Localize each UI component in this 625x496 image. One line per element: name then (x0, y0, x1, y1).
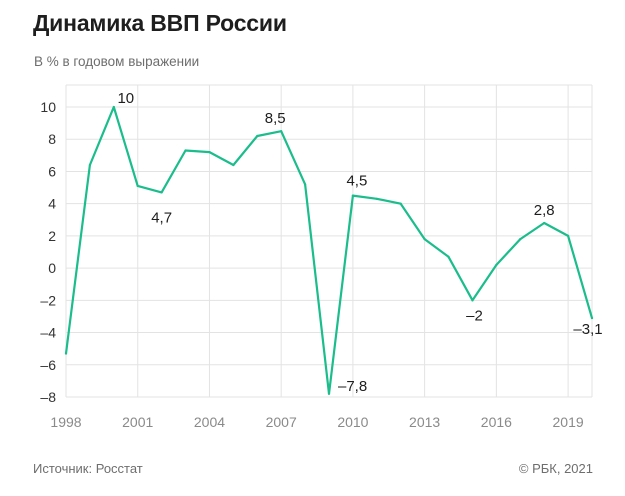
chart-subtitle: В % в годовом выражении (34, 54, 200, 69)
gdp-series-line (64, 105, 594, 395)
data-point (590, 316, 594, 320)
data-point (566, 234, 570, 237)
data-label: 4,7 (151, 209, 172, 226)
data-label: 10 (117, 90, 134, 107)
data-label: 2,8 (534, 202, 555, 219)
y-tick-label: –2 (40, 292, 56, 308)
data-label: 4,5 (346, 173, 367, 190)
data-point (471, 299, 474, 302)
y-tick-label: –6 (40, 357, 56, 373)
source-note: Источник: Росстат (33, 461, 143, 476)
x-tick-label: 2016 (481, 414, 512, 430)
data-point (423, 238, 426, 241)
data-point (495, 263, 498, 266)
data-point (351, 194, 355, 197)
y-tick-label: 4 (48, 196, 56, 212)
x-tick-label: 2019 (553, 414, 584, 430)
data-point (184, 149, 187, 152)
y-tick-label: 10 (40, 99, 56, 115)
data-point (64, 352, 68, 355)
data-point (327, 392, 331, 395)
gdp-line-chart: 10 8 6 4 2 0 –2 –4 –6 –8 1998 2001 2004 2007 2010 2013 2… (40, 84, 603, 430)
data-point (303, 183, 307, 186)
data-point (519, 238, 522, 241)
copyright-note: © РБК, 2021 (518, 461, 593, 476)
data-point (447, 255, 450, 258)
y-tick-label: 8 (48, 131, 56, 147)
x-tick-label: 2010 (337, 414, 368, 430)
x-tick-label: 2004 (194, 414, 225, 430)
data-point (232, 163, 235, 167)
x-tick-label: 2013 (409, 414, 440, 430)
data-label: –3,1 (573, 321, 602, 338)
data-point (136, 184, 139, 188)
x-tick-label: 1998 (50, 414, 81, 430)
y-tick-label: –4 (40, 325, 56, 341)
data-label: –2 (466, 307, 483, 324)
data-label: –7,8 (338, 378, 367, 395)
data-point (399, 202, 402, 205)
data-point (280, 130, 283, 133)
data-label: 8,5 (265, 110, 286, 127)
data-point (256, 134, 259, 138)
x-tick-label: 2001 (122, 414, 153, 430)
data-point (208, 151, 211, 154)
y-tick-label: 0 (48, 260, 56, 276)
x-tick-label: 2007 (266, 414, 297, 430)
chart-title: Динамика ВВП России (33, 10, 287, 36)
y-tick-label: –8 (40, 389, 56, 405)
data-point (375, 197, 378, 200)
data-point (112, 105, 115, 109)
data-point (543, 221, 546, 225)
data-point (160, 191, 163, 194)
y-tick-label: 2 (48, 228, 56, 244)
data-point (88, 163, 92, 167)
y-tick-label: 6 (48, 163, 56, 179)
